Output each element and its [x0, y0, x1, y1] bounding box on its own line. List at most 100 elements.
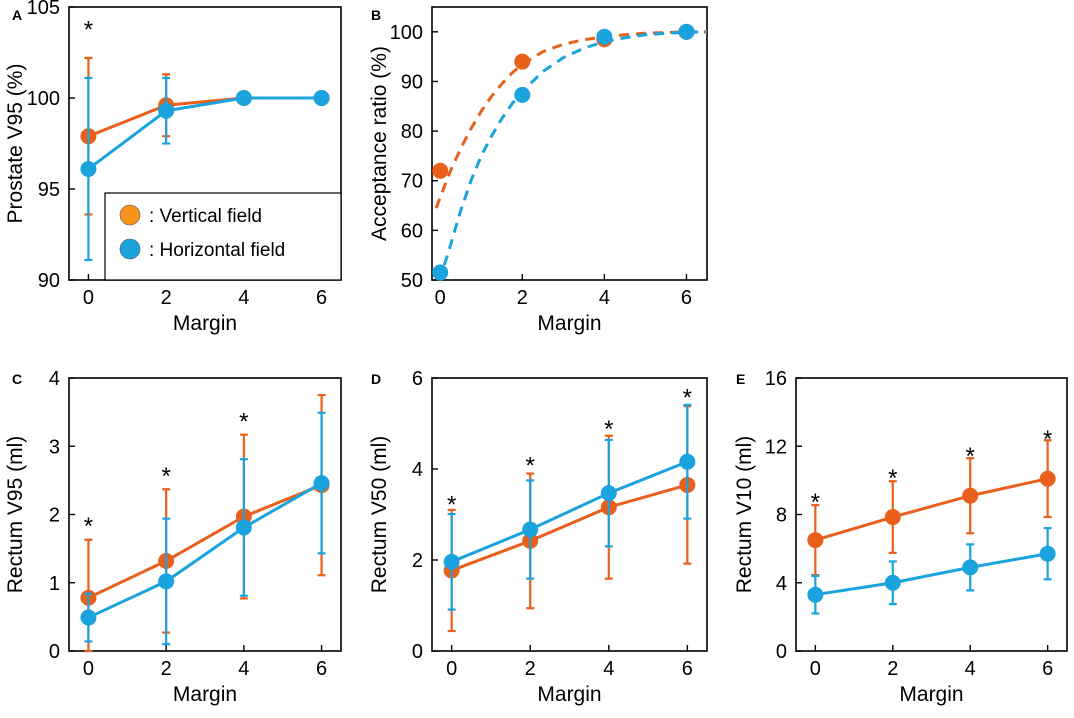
series-line	[815, 552, 1048, 597]
data-point	[1039, 470, 1056, 487]
y-tick-label: 0	[412, 641, 423, 663]
data-point	[313, 90, 330, 106]
x-tick-label: 2	[517, 287, 528, 309]
x-tick-label: 6	[316, 287, 327, 309]
series-vertical	[443, 405, 696, 633]
x-tick-label: 0	[446, 658, 457, 680]
significance-marker: *	[239, 408, 248, 435]
data-point	[80, 609, 97, 626]
series-line	[87, 483, 323, 600]
y-tick-label: 3	[49, 436, 60, 458]
data-point	[514, 86, 531, 103]
series-vertical	[80, 393, 330, 653]
data-point	[679, 453, 696, 470]
legend-box	[104, 192, 342, 281]
significance-marker: *	[84, 513, 93, 540]
x-tick-label: 2	[161, 658, 172, 680]
data-point	[158, 573, 175, 590]
data-point	[1039, 545, 1056, 562]
data-point	[158, 102, 175, 119]
series-vertical	[432, 23, 707, 209]
data-point	[522, 521, 539, 538]
x-tick-label: 0	[435, 287, 446, 309]
series-line	[87, 96, 322, 171]
y-tick-label: 105	[27, 0, 60, 19]
data-point	[596, 28, 613, 45]
significance-marker: *	[811, 489, 820, 516]
significance-marker: *	[604, 416, 613, 443]
x-axis-label: Margin	[537, 312, 601, 335]
y-tick-label: 4	[776, 573, 787, 595]
y-tick-label: 4	[49, 368, 60, 390]
y-tick-label: 90	[401, 71, 423, 93]
x-tick-label: 6	[316, 658, 327, 680]
data-point	[678, 23, 695, 40]
fit-curve	[442, 30, 708, 266]
x-tick-label: 0	[810, 658, 821, 680]
series-line	[814, 477, 1048, 542]
data-point	[514, 53, 531, 70]
data-point	[432, 162, 449, 179]
x-axis-label: Margin	[173, 683, 237, 706]
data-point	[443, 553, 460, 570]
x-tick-label: 6	[682, 658, 693, 680]
legend-marker-vertical	[119, 204, 141, 226]
plot-frame	[431, 377, 708, 652]
series-horizontal	[80, 76, 330, 262]
panel-a: 0 2 4 6 90 95 100 105 Margin Prostate V95 (%) A *: …	[4, 0, 342, 335]
y-tick-label: 16	[765, 368, 787, 390]
significance-marker: *	[1043, 426, 1052, 453]
legend-label-vertical: : Vertical field	[149, 206, 262, 227]
y-axis-label: Acceptance ratio (%)	[368, 46, 391, 241]
data-point	[807, 586, 824, 603]
significance-marker: *	[161, 463, 170, 490]
plot-frame	[795, 377, 1068, 652]
series-horizontal	[443, 403, 696, 611]
x-tick-label: 4	[965, 658, 976, 680]
plot-frame	[431, 6, 708, 281]
x-axis-label: Margin	[899, 683, 963, 706]
series-line	[451, 483, 688, 572]
y-axis-label: Prostate V95 (%)	[4, 64, 27, 224]
y-tick-label: 0	[49, 641, 60, 663]
y-tick-label: 90	[38, 270, 60, 292]
data-point	[600, 485, 617, 502]
significance-marker: *	[526, 453, 535, 480]
panel-e: 0 2 4 6 0 4 8 12 16 Margin Rectum V10 (ml) E * * * *	[733, 368, 1068, 706]
data-point	[313, 475, 330, 492]
data-point	[235, 90, 252, 106]
y-tick-label: 6	[412, 368, 423, 390]
y-tick-label: 100	[390, 22, 423, 44]
data-point	[884, 509, 901, 526]
y-tick-label: 8	[776, 505, 787, 527]
x-tick-label: 2	[525, 658, 536, 680]
series-horizontal	[432, 23, 708, 281]
x-tick-label: 4	[238, 287, 249, 309]
y-tick-label: 95	[38, 179, 60, 201]
data-point	[962, 559, 979, 576]
panel-label: C	[12, 371, 22, 387]
panel-label: B	[371, 7, 381, 23]
data-point	[235, 519, 252, 536]
legend-marker-horizontal	[119, 238, 141, 260]
significance-marker: *	[84, 17, 93, 44]
y-tick-label: 80	[401, 121, 423, 143]
panel-d: 0 2 4 6 0 2 4 6 Margin Rectum V50 (ml) D * * * *	[368, 368, 708, 706]
fit-curve	[434, 30, 707, 209]
data-point	[884, 574, 901, 591]
y-tick-label: 50	[401, 270, 423, 292]
y-tick-label: 12	[765, 436, 787, 458]
y-tick-label: 60	[401, 220, 423, 242]
data-point	[80, 160, 97, 177]
y-tick-label: 2	[49, 505, 60, 527]
panel-label: D	[371, 371, 381, 387]
series-horizontal	[80, 411, 330, 646]
y-tick-label: 0	[776, 641, 787, 663]
series-line	[87, 481, 323, 619]
x-tick-label: 6	[681, 287, 692, 309]
y-tick-label: 1	[49, 573, 60, 595]
significance-marker: *	[683, 384, 692, 411]
x-tick-label: 4	[238, 658, 249, 680]
